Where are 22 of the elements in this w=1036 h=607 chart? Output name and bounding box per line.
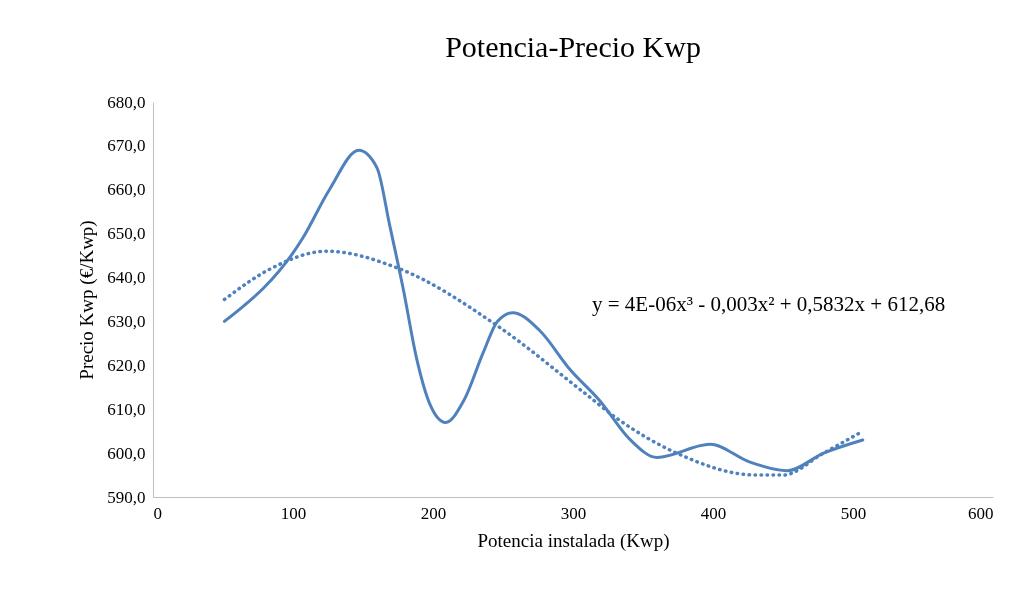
- y-tick-label: 600,0: [107, 443, 146, 463]
- y-tick-label: 640,0: [107, 268, 146, 288]
- y-tick-label: 620,0: [107, 355, 146, 375]
- y-tick-label: 660,0: [107, 180, 146, 200]
- x-tick-label: 500: [840, 503, 867, 523]
- x-tick-label: 400: [700, 503, 727, 523]
- x-tick-label: 0: [153, 503, 162, 523]
- x-axis-title: Potencia instalada (Kwp): [477, 529, 670, 552]
- line-series: [222, 148, 865, 473]
- y-tick-label: 680,0: [107, 92, 146, 112]
- x-tick-label: 600: [968, 503, 994, 523]
- x-tick-label: 100: [280, 503, 307, 523]
- chart-title: Potencia-Precio Kwp: [445, 30, 701, 63]
- y-tick-label: 670,0: [107, 136, 146, 156]
- y-axis-title: Precio Kwp (€/Kwp): [76, 220, 99, 380]
- y-tick-label: 610,0: [107, 399, 146, 419]
- y-tick-label: 630,0: [107, 311, 146, 331]
- y-tick-label: 590,0: [107, 487, 146, 507]
- y-tick-label: 650,0: [107, 224, 146, 244]
- x-tick-label: 300: [560, 503, 587, 523]
- annotation: y = 4E-06x³ - 0,003x² + 0,5832x + 612,68: [592, 292, 946, 316]
- x-tick-label: 200: [420, 503, 447, 523]
